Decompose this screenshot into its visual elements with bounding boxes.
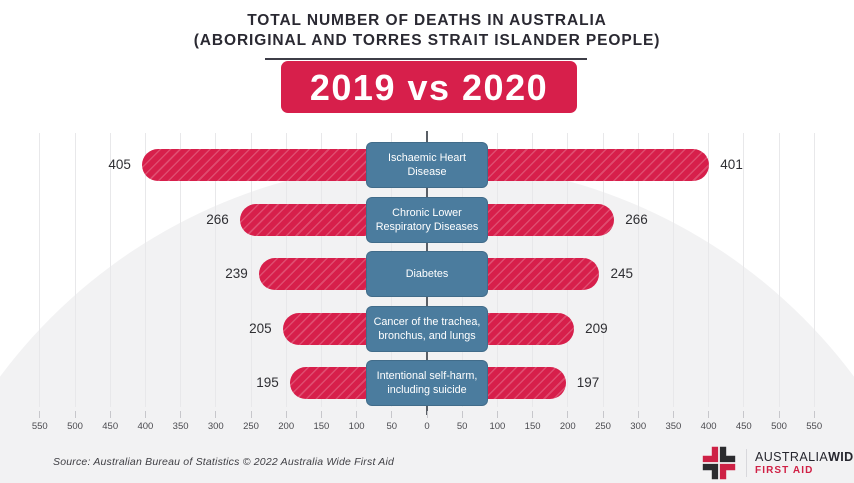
axis-tick-label: 300 xyxy=(630,421,647,432)
axis-tick xyxy=(356,411,358,418)
axis-tick xyxy=(708,411,710,418)
axis-tick-label: 0 xyxy=(424,421,430,432)
axis-tick-label: 500 xyxy=(771,421,787,432)
axis-tick-label: 450 xyxy=(735,421,752,432)
axis-tick xyxy=(461,411,463,418)
axis-tick-label: 550 xyxy=(806,421,823,432)
gridline xyxy=(813,133,815,407)
bar-value-right: 245 xyxy=(610,266,633,281)
gridline xyxy=(109,133,111,407)
axis-tick xyxy=(215,411,217,418)
category-label-box: Diabetes xyxy=(366,251,488,297)
brand-name-regular: AUSTRALIA xyxy=(755,449,829,464)
axis-tick xyxy=(144,411,146,418)
cross-piece-bottom-right xyxy=(719,463,736,480)
bar-value-left: 195 xyxy=(256,375,279,390)
gridline xyxy=(250,133,252,407)
source-note: Source: Australian Bureau of Statistics … xyxy=(53,456,395,468)
first-aid-cross-icon xyxy=(702,446,736,480)
axis-tick xyxy=(672,411,674,418)
axis-tick xyxy=(567,411,569,418)
axis-tick-label: 200 xyxy=(559,421,576,432)
axis-tick-label: 150 xyxy=(313,421,330,432)
gridline xyxy=(180,133,182,407)
cross-piece-bottom-left xyxy=(702,463,719,480)
gridline xyxy=(215,133,217,407)
axis-tick-label: 100 xyxy=(489,421,506,432)
logo-divider xyxy=(746,449,747,477)
bar-value-left: 205 xyxy=(249,320,272,336)
bar-value-left: 239 xyxy=(225,266,248,281)
axis-tick-label: 100 xyxy=(348,421,365,432)
bar-value-left: 266 xyxy=(206,211,229,227)
gridline xyxy=(778,133,780,407)
category-label-box: Ischaemic Heart Disease xyxy=(366,142,488,188)
gridline xyxy=(602,133,604,407)
axis-tick xyxy=(39,411,41,418)
gridline xyxy=(743,133,745,407)
axis-tick xyxy=(250,411,252,418)
brand-logo: AUSTRALIAWIDE FIRST AID xyxy=(701,445,854,481)
axis-tick xyxy=(532,411,534,418)
brand-name: AUSTRALIAWIDE xyxy=(755,450,854,465)
axis-tick-label: 200 xyxy=(278,421,295,432)
bar-value-right: 209 xyxy=(585,320,608,336)
axis-tick xyxy=(109,411,111,418)
category-label-box: Cancer of the trachea, bronchus, and lun… xyxy=(366,305,488,352)
axis-tick xyxy=(74,411,76,418)
cross-piece-top-left xyxy=(702,446,719,463)
title-line2: (ABORIGINAL AND TORRES STRAIT ISLANDER P… xyxy=(193,32,661,49)
year-banner: 2019 vs 2020 xyxy=(281,61,577,113)
axis-tick xyxy=(778,411,780,418)
axis-tick-label: 150 xyxy=(524,421,541,432)
gridline xyxy=(672,133,674,407)
axis-tick xyxy=(391,411,393,418)
axis-tick-label: 50 xyxy=(456,421,468,432)
brand-text: AUSTRALIAWIDE FIRST AID xyxy=(755,450,854,477)
bar-value-right: 401 xyxy=(720,157,743,172)
axis-tick-label: 350 xyxy=(172,421,189,432)
category-label-box: Chronic Lower Respiratory Diseases xyxy=(366,196,488,243)
brand-tagline: FIRST AID xyxy=(755,464,814,476)
title-divider xyxy=(265,58,587,60)
axis-tick-label: 400 xyxy=(700,421,717,432)
axis-tick-label: 250 xyxy=(595,421,611,432)
axis-tick-label: 50 xyxy=(386,421,398,432)
page-title: TOTAL NUMBER OF DEATHS IN AUSTRALIA (ABO… xyxy=(0,11,854,51)
gridline xyxy=(144,133,146,407)
axis-tick xyxy=(320,411,322,418)
title-line1: TOTAL NUMBER OF DEATHS IN AUSTRALIA xyxy=(247,12,607,29)
bar-value-right: 266 xyxy=(625,211,648,227)
axis-tick xyxy=(637,411,639,418)
category-label-box: Intentional self-harm, including suicide xyxy=(366,360,488,406)
axis-tick-label: 500 xyxy=(67,421,83,432)
brand-name-bold: WIDE xyxy=(828,449,854,464)
gridline xyxy=(708,133,710,407)
cross-piece-top-right xyxy=(719,446,736,463)
gridline xyxy=(39,133,41,407)
axis-tick xyxy=(743,411,745,418)
axis-tick xyxy=(496,411,498,418)
gridline xyxy=(74,133,76,407)
axis-tick-label: 550 xyxy=(31,421,48,432)
axis-tick xyxy=(285,411,287,418)
gridline xyxy=(637,133,639,407)
axis-tick-label: 350 xyxy=(665,421,682,432)
axis-tick xyxy=(426,411,428,418)
axis-tick xyxy=(180,411,182,418)
bar-value-right: 197 xyxy=(576,375,600,390)
axis-tick-label: 400 xyxy=(137,421,154,432)
axis-tick xyxy=(813,411,815,418)
axis-tick-label: 250 xyxy=(243,421,259,432)
axis-tick xyxy=(602,411,604,418)
axis-tick-label: 450 xyxy=(102,421,119,432)
axis-tick-label: 300 xyxy=(207,421,224,432)
bar-value-left: 405 xyxy=(108,157,131,172)
